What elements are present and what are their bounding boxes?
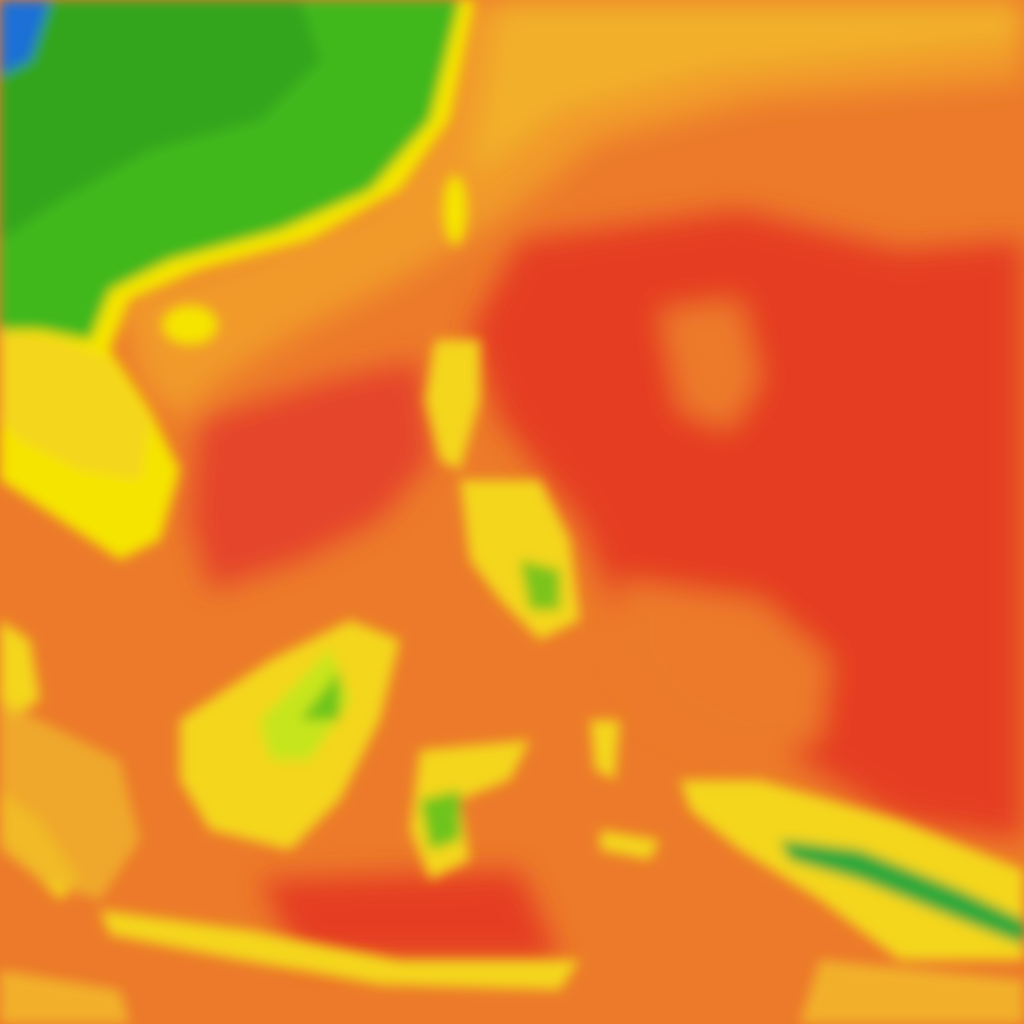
ocean-bands	[120, 0, 1024, 960]
